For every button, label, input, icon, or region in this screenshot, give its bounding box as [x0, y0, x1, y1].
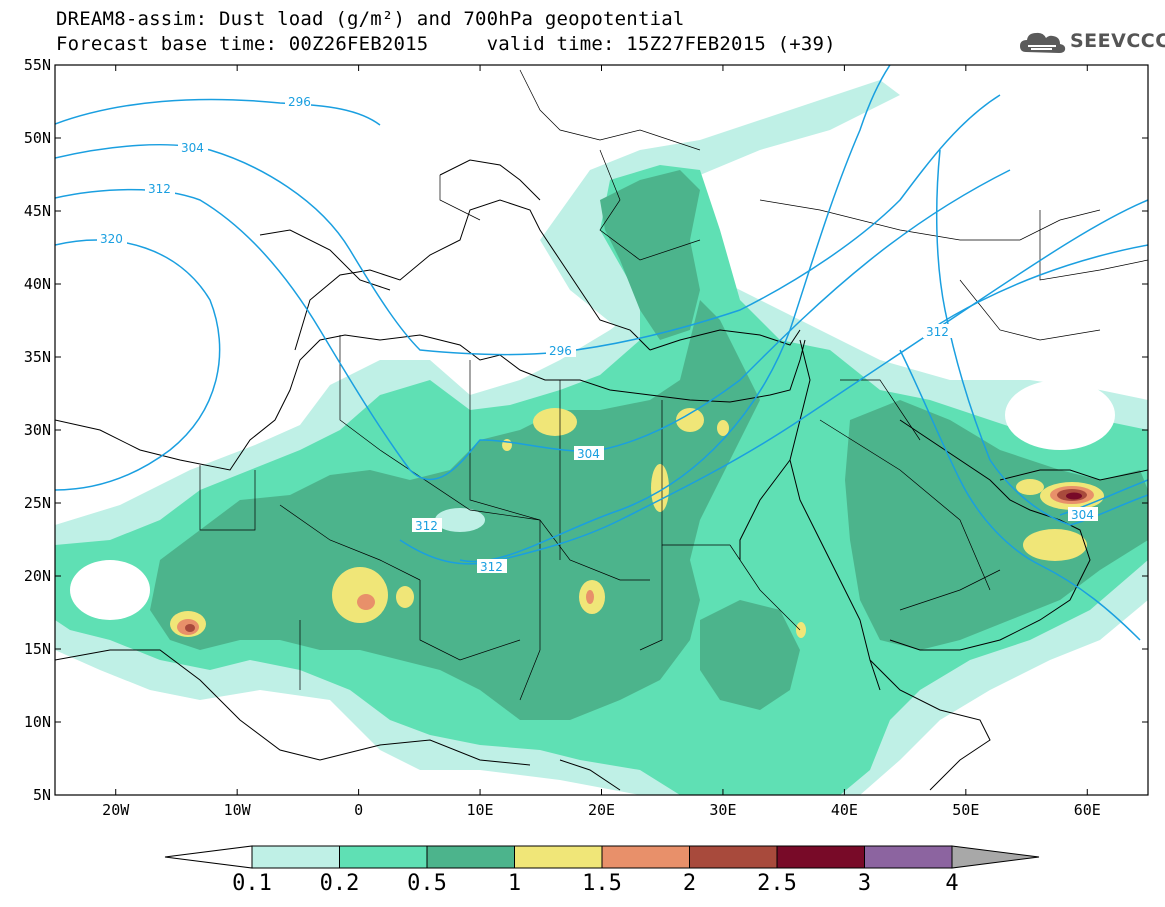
contour-304-west [55, 94, 1001, 356]
colorbar-label: 1 [508, 871, 521, 896]
lon-tick-label: 30E [709, 801, 736, 819]
lon-tick-label: 50E [952, 801, 979, 819]
contour-label: 304 [577, 447, 600, 461]
contour-label: 296 [549, 344, 572, 358]
contour-304-gulf [899, 349, 1141, 641]
contour-320 [55, 239, 221, 491]
lat-tick-label: 50N [24, 129, 51, 147]
latitude-axis: 55N 50N 45N 40N 35N 30N 25N 20N 15N 10N 5N [24, 56, 1148, 804]
contour-label: 312 [148, 182, 171, 196]
colorbar: 0.1 0.2 0.5 1 1.5 2 2.5 3 4 [164, 845, 1040, 896]
contour-label: 304 [1071, 508, 1094, 522]
colorbar-swatch [251, 845, 340, 869]
lat-tick-label: 40N [24, 275, 51, 293]
dust-patch-maroon-iran [1066, 492, 1082, 500]
dust-patch-yellow-egypt [676, 408, 704, 432]
contour-label: 304 [181, 141, 204, 155]
lat-tick-label: 35N [24, 348, 51, 366]
cloud-icon [1020, 32, 1066, 53]
lat-tick-label: 20N [24, 567, 51, 585]
colorbar-swatch [689, 845, 778, 869]
clear-area-iran [1005, 380, 1115, 450]
contour-label: 312 [926, 325, 949, 339]
colorbar-arrow-low [164, 845, 253, 869]
lat-tick-label: 10N [24, 713, 51, 731]
contour-east-arc [935, 149, 1148, 526]
contour-312-west [55, 169, 1011, 480]
dust-fields [55, 80, 1148, 795]
dust-patch-orange-chad [586, 590, 594, 604]
colorbar-swatch [601, 845, 690, 869]
dust-patch-brown-mauritania [185, 624, 195, 632]
colorbar-swatch [514, 845, 603, 869]
clear-area-sahara [435, 508, 485, 532]
dust-layer-dark-sudan [700, 600, 800, 710]
lon-tick-label: 60E [1074, 801, 1101, 819]
colorbar-swatch [864, 845, 953, 869]
clear-area-west [70, 560, 150, 620]
lat-tick-label: 45N [24, 202, 51, 220]
dust-patch-yellow-egypt2 [717, 420, 729, 436]
contour-label: 296 [288, 95, 311, 109]
lon-tick-label: 0 [354, 801, 363, 819]
colorbar-label: 1.5 [582, 871, 622, 896]
lon-tick-label: 20E [588, 801, 615, 819]
colorbar-swatch [339, 845, 428, 869]
dust-patch-yellow-libya [533, 408, 577, 436]
contour-label: 312 [415, 519, 438, 533]
lat-tick-label: 5N [33, 786, 51, 804]
contour-296-west [55, 98, 381, 126]
logo-text: SEEVCCC [1070, 30, 1165, 52]
colorbar-label: 3 [858, 871, 871, 896]
lon-tick-label: 10E [467, 801, 494, 819]
colorbar-arrow-high [951, 845, 1040, 869]
dust-patch-yellow-uae [1016, 479, 1044, 495]
lon-tick-label: 20W [102, 801, 130, 819]
forecast-time-line: Forecast base time: 00Z26FEB2015 valid t… [56, 33, 836, 55]
dust-patch-yellow-tunisia [502, 439, 512, 451]
lon-tick-label: 40E [831, 801, 858, 819]
lat-tick-label: 30N [24, 421, 51, 439]
contour-312-gulf [929, 244, 1148, 331]
contour-label: 312 [480, 560, 503, 574]
contour-labels: 296 304 312 320 296 304 312 312 312 304 [97, 94, 1098, 574]
colorbar-label: 2 [683, 871, 696, 896]
country-borders [199, 69, 1148, 701]
colorbar-label: 2.5 [757, 871, 797, 896]
dust-patch-orange-mali [357, 594, 375, 610]
dust-layer-dark-balkans [600, 170, 700, 340]
dust-patch-yellow-mali [332, 567, 388, 623]
lat-tick-label: 55N [24, 56, 51, 74]
colorbar-swatch [426, 845, 515, 869]
dust-patch-yellow-oman [1023, 529, 1087, 561]
dust-layer-dark-arabia [845, 400, 1148, 650]
lat-tick-label: 15N [24, 640, 51, 658]
colorbar-label: 0.1 [232, 871, 272, 896]
seevccc-logo: SEEVCCC [1018, 28, 1165, 58]
dust-patch-yellow-niger [396, 586, 414, 608]
lat-tick-label: 25N [24, 494, 51, 512]
dust-patch-yellow-ethiopia [796, 622, 806, 638]
dust-patch-yellow-sudan-n [651, 464, 669, 512]
lon-tick-label: 10W [224, 801, 252, 819]
map-title: DREAM8-assim: Dust load (g/m²) and 700hP… [56, 8, 685, 30]
contour-label: 320 [100, 232, 123, 246]
colorbar-swatch [776, 845, 865, 869]
colorbar-label: 4 [945, 871, 958, 896]
coastlines [55, 159, 1148, 791]
colorbar-label: 0.2 [320, 871, 360, 896]
contour-304-east [459, 65, 891, 563]
colorbar-label: 0.5 [407, 871, 447, 896]
longitude-axis: 20W 10W 0 10E 20E 30E 40E 50E 60E [102, 65, 1101, 819]
